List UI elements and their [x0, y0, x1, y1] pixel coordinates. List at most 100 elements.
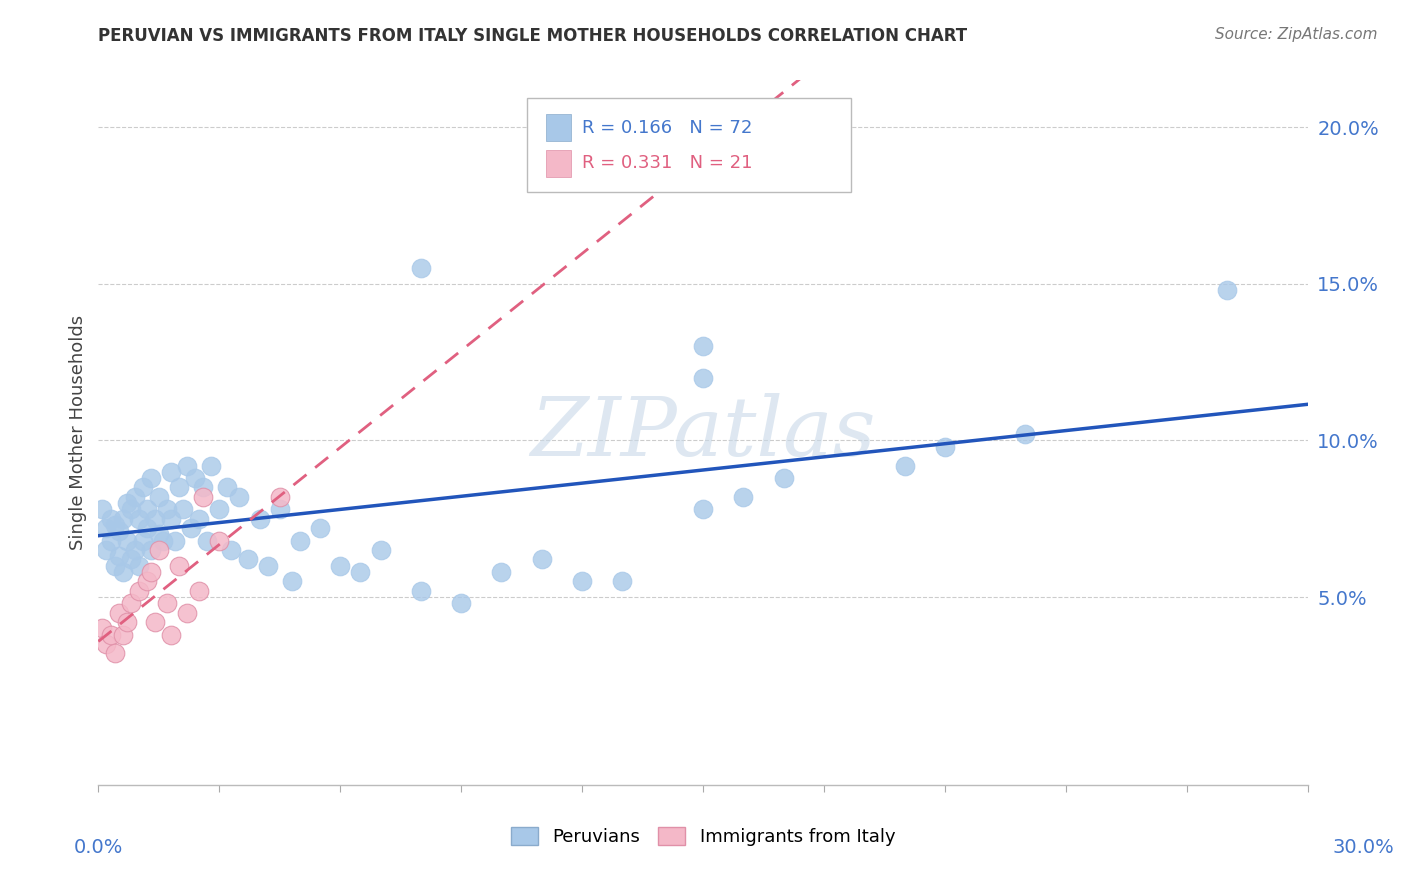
Point: [103, 558, 125, 573]
Point: [184, 471, 207, 485]
Point: [612, 574, 634, 589]
Point: [156, 502, 179, 516]
Point: [934, 440, 956, 454]
Point: [111, 627, 134, 641]
Point: [100, 627, 122, 641]
Point: [269, 502, 291, 516]
Point: [893, 458, 915, 473]
Point: [491, 565, 513, 579]
Point: [176, 458, 198, 473]
Point: [193, 490, 215, 504]
Point: [160, 512, 183, 526]
Point: [409, 583, 432, 598]
Point: [100, 512, 122, 526]
Point: [269, 490, 291, 504]
Point: [100, 533, 122, 548]
Point: [148, 527, 170, 541]
Point: [120, 502, 142, 516]
Point: [1014, 427, 1036, 442]
Point: [249, 512, 271, 526]
Point: [132, 533, 155, 548]
Point: [91, 621, 114, 635]
Point: [107, 606, 129, 620]
Point: [107, 549, 129, 564]
Point: [128, 512, 150, 526]
Point: [217, 480, 239, 494]
Y-axis label: Single Mother Households: Single Mother Households: [69, 315, 87, 550]
Text: ZIPatlas: ZIPatlas: [530, 392, 876, 473]
Point: [96, 521, 118, 535]
Point: [195, 533, 218, 548]
Point: [128, 583, 150, 598]
Point: [143, 615, 166, 629]
Point: [172, 502, 194, 516]
Point: [139, 471, 162, 485]
Point: [200, 458, 222, 473]
Point: [160, 627, 183, 641]
Point: [256, 558, 278, 573]
Point: [111, 512, 134, 526]
Point: [329, 558, 352, 573]
Point: [772, 471, 794, 485]
Point: [450, 596, 472, 610]
Point: [1216, 283, 1239, 297]
Point: [281, 574, 304, 589]
Point: [124, 543, 146, 558]
Point: [193, 480, 215, 494]
Point: [236, 552, 259, 566]
Point: [188, 583, 211, 598]
Point: [692, 502, 714, 516]
Point: [143, 512, 166, 526]
Point: [692, 339, 714, 353]
Point: [139, 565, 162, 579]
Point: [103, 647, 125, 661]
Text: 30.0%: 30.0%: [1333, 838, 1395, 857]
Point: [139, 543, 162, 558]
Point: [103, 518, 125, 533]
Point: [167, 480, 190, 494]
Point: [115, 615, 138, 629]
Point: [156, 596, 179, 610]
Point: [152, 533, 174, 548]
Point: [135, 521, 157, 535]
Point: [221, 543, 243, 558]
Point: [167, 558, 190, 573]
Text: R = 0.166   N = 72: R = 0.166 N = 72: [582, 119, 752, 136]
Point: [370, 543, 392, 558]
Point: [160, 465, 183, 479]
Point: [124, 490, 146, 504]
Point: [96, 637, 118, 651]
Point: [188, 512, 211, 526]
Point: [135, 502, 157, 516]
Point: [115, 496, 138, 510]
Point: [107, 524, 129, 539]
Text: PERUVIAN VS IMMIGRANTS FROM ITALY SINGLE MOTHER HOUSEHOLDS CORRELATION CHART: PERUVIAN VS IMMIGRANTS FROM ITALY SINGLE…: [98, 27, 967, 45]
Point: [349, 565, 371, 579]
Text: Source: ZipAtlas.com: Source: ZipAtlas.com: [1215, 27, 1378, 42]
Point: [228, 490, 250, 504]
Point: [132, 480, 155, 494]
Text: 0.0%: 0.0%: [73, 838, 124, 857]
Text: R = 0.331   N = 21: R = 0.331 N = 21: [582, 154, 752, 172]
Point: [111, 565, 134, 579]
Point: [309, 521, 332, 535]
Point: [409, 261, 432, 276]
Point: [96, 543, 118, 558]
Point: [115, 533, 138, 548]
Point: [733, 490, 755, 504]
Point: [148, 543, 170, 558]
Point: [163, 533, 186, 548]
Point: [91, 502, 114, 516]
Point: [571, 574, 593, 589]
Point: [176, 606, 198, 620]
Point: [120, 552, 142, 566]
Point: [120, 596, 142, 610]
Point: [692, 371, 714, 385]
Legend: Peruvians, Immigrants from Italy: Peruvians, Immigrants from Italy: [503, 820, 903, 854]
Point: [148, 490, 170, 504]
Point: [135, 574, 157, 589]
Point: [208, 502, 231, 516]
Point: [128, 558, 150, 573]
Point: [208, 533, 231, 548]
Point: [530, 552, 553, 566]
